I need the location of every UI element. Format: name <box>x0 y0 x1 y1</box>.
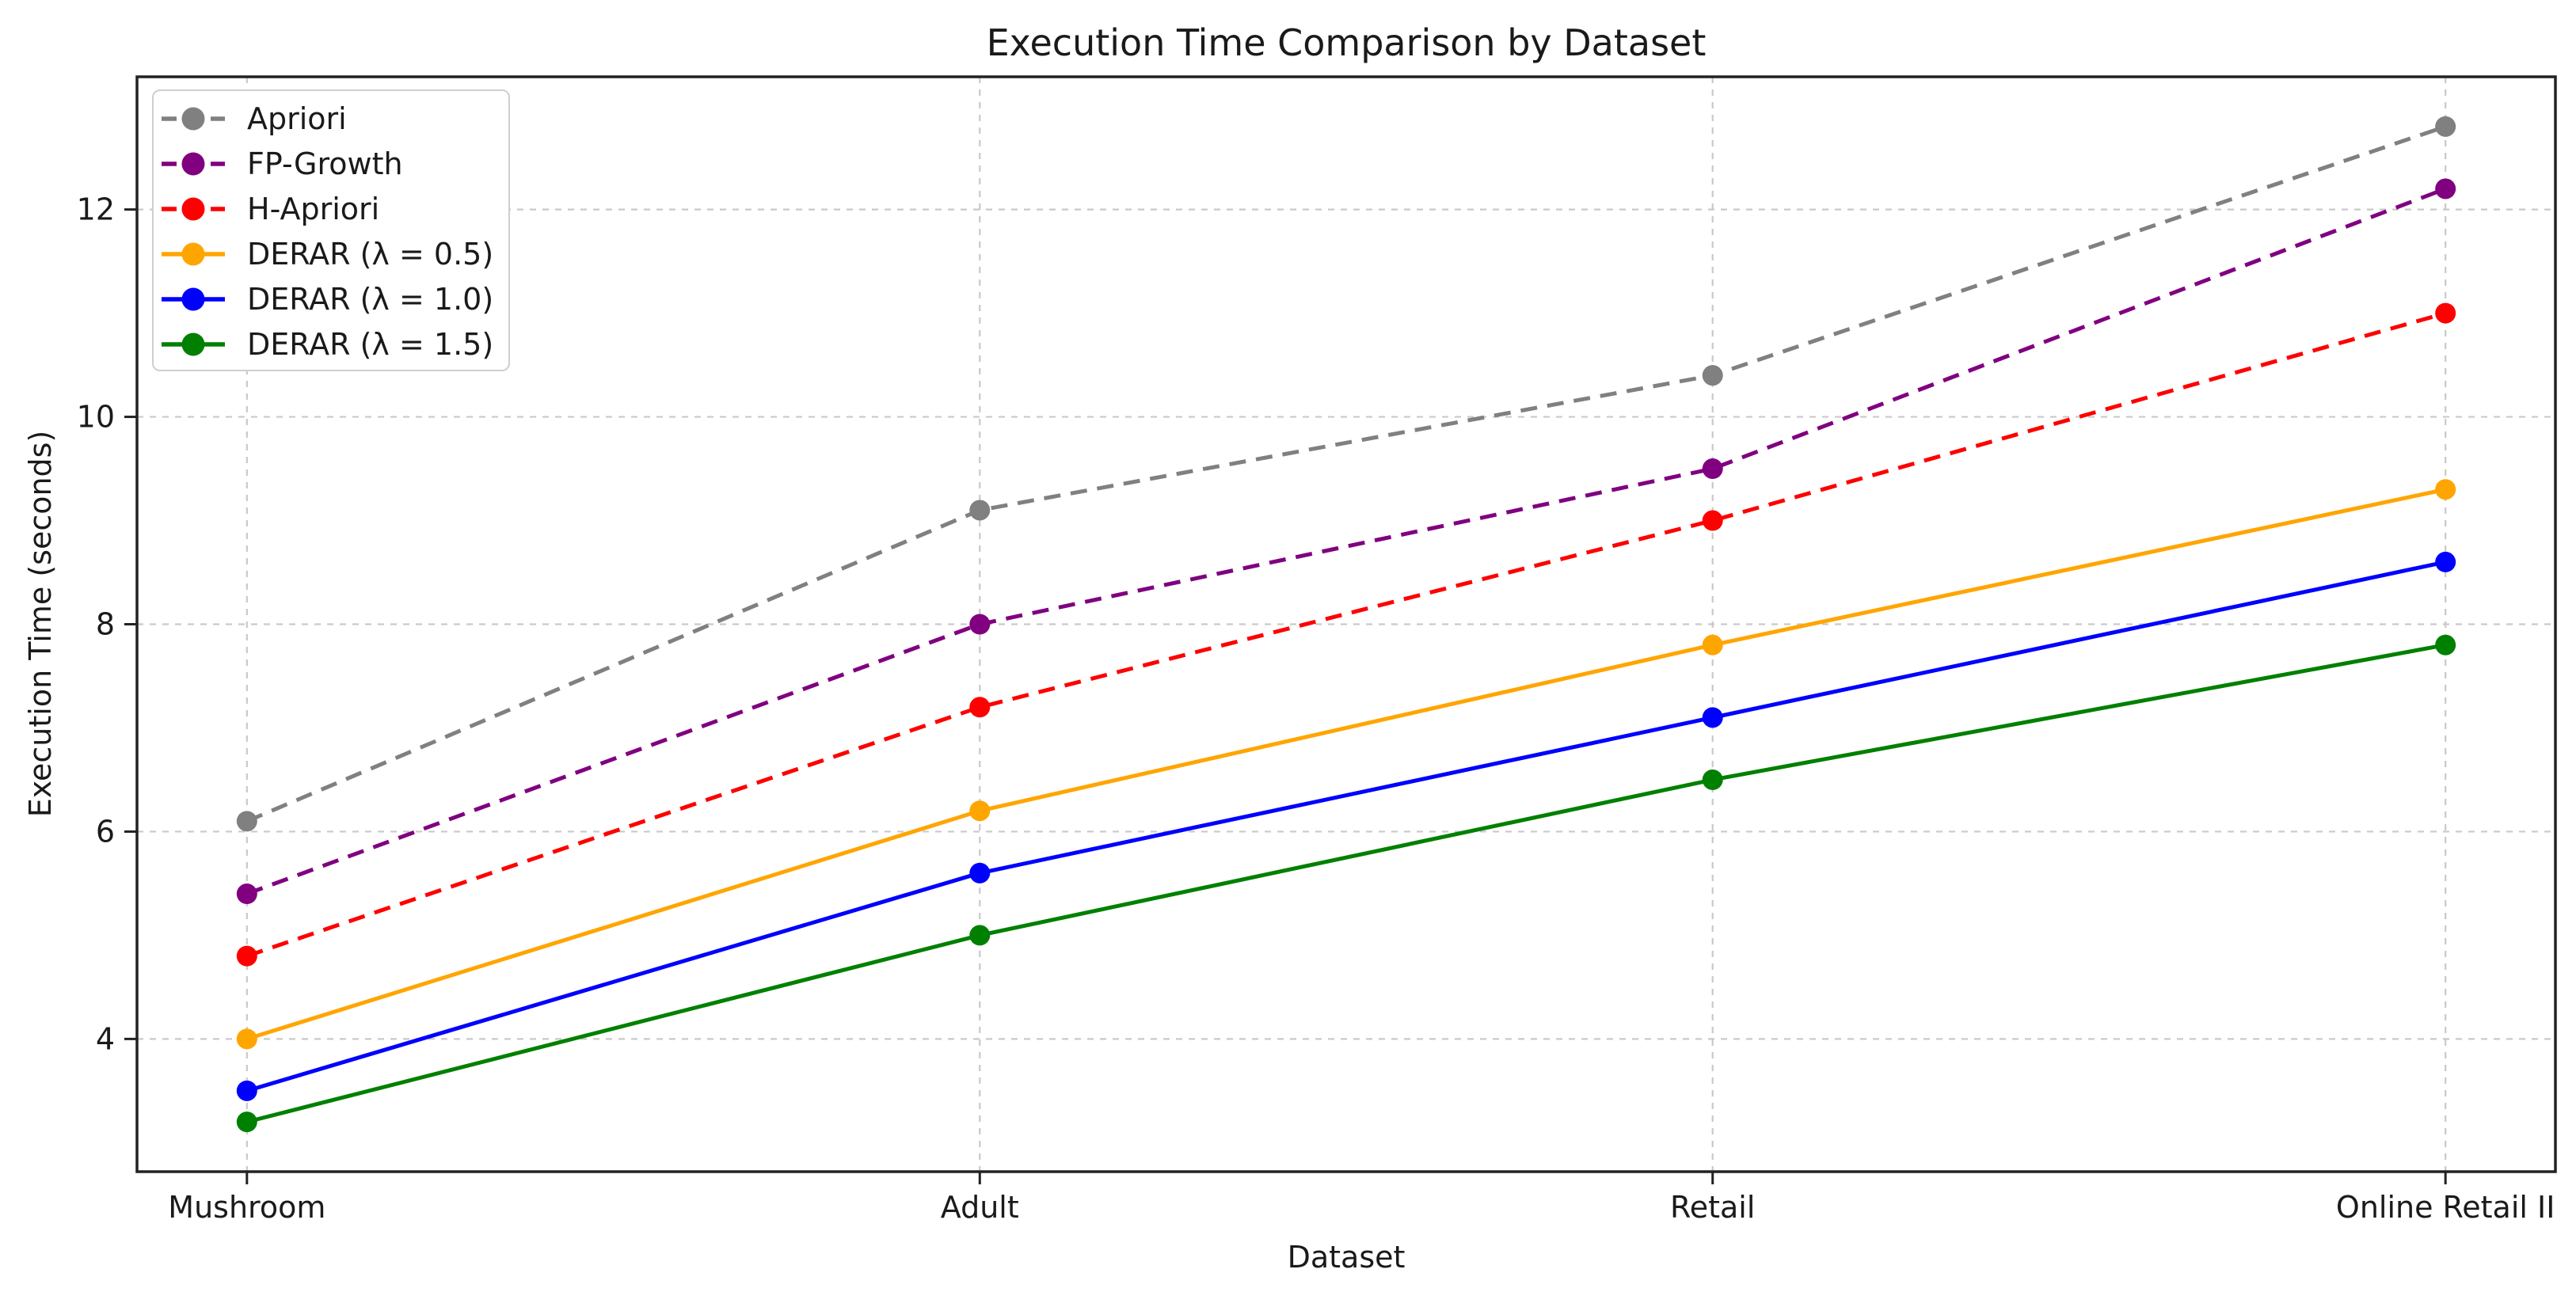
data-point-derar-1-0-retail <box>1702 707 1723 728</box>
data-point-apriori-online-retail-ii <box>2435 116 2456 137</box>
legend-item-apriori: Apriori <box>162 101 347 136</box>
data-point-fp-growth-online-retail-ii <box>2435 178 2456 200</box>
data-point-derar-1-0-adult <box>969 862 991 884</box>
data-point-apriori-adult <box>969 500 991 521</box>
data-point-fp-growth-retail <box>1702 458 1723 480</box>
y-tick-label-4: 4 <box>96 1021 115 1056</box>
series-line-h-apriori <box>246 311 2446 958</box>
data-point-derar-1-5-adult <box>969 925 991 946</box>
data-point-derar-0-5-adult <box>969 800 991 822</box>
data-point-derar-1-5-online-retail-ii <box>2435 634 2456 656</box>
legend-item-derar-1-0: DERAR (λ = 1.0) <box>162 282 493 317</box>
series-line-derar-1-5 <box>246 643 2446 1124</box>
series-layer <box>236 116 2456 1133</box>
y-tick-label-8: 8 <box>96 607 115 642</box>
data-point-derar-0-5-retail <box>1702 634 1723 656</box>
x-tick-label-online-retail-ii: Online Retail II <box>2336 1190 2555 1225</box>
y-tick-label-12: 12 <box>77 192 115 227</box>
series-line-fp-growth <box>245 187 2447 896</box>
series-line-derar-1-0 <box>246 560 2446 1093</box>
data-point-fp-growth-mushroom <box>236 884 257 905</box>
data-point-derar-1-5-retail <box>1702 769 1723 790</box>
data-point-h-apriori-online-retail-ii <box>2435 302 2456 324</box>
x-tick-label-retail: Retail <box>1670 1190 1755 1225</box>
series-line-apriori <box>245 124 2446 823</box>
series-line-derar-0-5 <box>246 487 2446 1041</box>
y-tick-label-6: 6 <box>96 814 115 849</box>
data-point-derar-1-0-online-retail-ii <box>2435 551 2456 572</box>
data-point-derar-0-5-mushroom <box>236 1028 257 1050</box>
legend-item-fp-growth: FP-Growth <box>162 146 403 181</box>
data-point-h-apriori-retail <box>1702 510 1723 531</box>
legend-item-h-apriori: H-Apriori <box>162 192 379 226</box>
data-point-derar-0-5-online-retail-ii <box>2435 479 2456 500</box>
legend-sample-marker <box>181 152 205 176</box>
y-axis-label: Execution Time (seconds) <box>23 431 58 818</box>
y-tick-label-10: 10 <box>77 400 115 435</box>
legend-label: DERAR (λ = 0.5) <box>247 237 493 272</box>
data-point-h-apriori-adult <box>969 697 991 718</box>
data-point-apriori-mushroom <box>236 811 257 832</box>
chart-title: Execution Time Comparison by Dataset <box>987 21 1707 64</box>
legend-sample-marker <box>181 197 205 221</box>
axes-layer: 4 6 8 10 12 Mushroom Adult Retail Online Retail … <box>77 75 2557 1225</box>
legend-label: Apriori <box>247 101 347 136</box>
data-point-derar-1-0-mushroom <box>236 1080 257 1101</box>
legend-label: H-Apriori <box>247 192 379 226</box>
legend-layer: Apriori FP-Growth H-Apriori DERAR (λ = 0.5)… <box>152 89 510 371</box>
data-point-apriori-retail <box>1702 365 1723 386</box>
x-tick-label-adult: Adult <box>941 1190 1019 1225</box>
legend-box <box>152 89 510 371</box>
data-point-derar-1-5-mushroom <box>236 1112 257 1133</box>
legend-sample-marker <box>181 287 205 311</box>
legend-item-derar-0-5: DERAR (λ = 0.5) <box>162 237 493 272</box>
legend-sample-marker <box>181 332 205 356</box>
x-axis-label: Dataset <box>1288 1240 1406 1275</box>
x-tick-label-mushroom: Mushroom <box>168 1190 325 1225</box>
data-point-h-apriori-mushroom <box>236 945 257 967</box>
legend-sample-marker <box>181 242 205 266</box>
legend-label: DERAR (λ = 1.5) <box>247 327 493 362</box>
data-point-fp-growth-adult <box>969 614 991 635</box>
legend-label: FP-Growth <box>247 146 403 181</box>
legend-label: DERAR (λ = 1.0) <box>247 282 493 317</box>
legend-sample-marker <box>181 107 205 131</box>
legend-item-derar-1-5: DERAR (λ = 1.5) <box>162 327 493 362</box>
